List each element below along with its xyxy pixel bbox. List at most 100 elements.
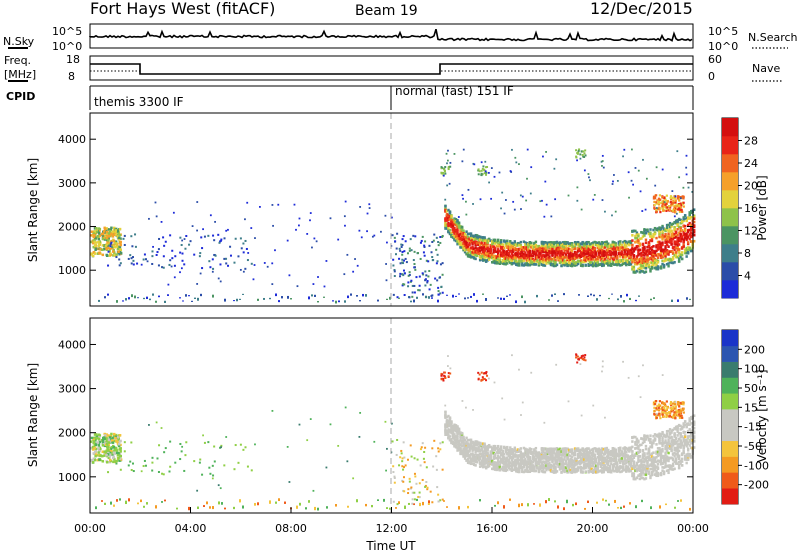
echo-cell: [617, 248, 621, 252]
echo-cell: [506, 258, 509, 262]
echo-cell: [540, 250, 544, 253]
echo-cell: [110, 226, 113, 230]
freq-panel: Freq. [MHz] 18 8 60 0 Nave: [4, 53, 782, 83]
echo-cell: [451, 218, 455, 222]
echo-cell: [373, 440, 376, 443]
echo-cell: [680, 499, 682, 502]
echo-cell: [463, 244, 467, 247]
echo-cell: [501, 457, 504, 461]
noise-left-label: N.Sky: [3, 35, 35, 48]
echo-cell: [225, 436, 228, 438]
echo-cell: [616, 246, 619, 249]
echo-cell: [515, 460, 518, 463]
echo-cell: [608, 251, 611, 254]
echo-cell: [274, 249, 276, 252]
echo-cell: [99, 454, 102, 458]
echo-cell: [465, 246, 468, 249]
echo-cell: [587, 240, 590, 244]
echo-cell: [453, 218, 456, 222]
echo-cell: [631, 233, 634, 237]
echo-cell: [114, 230, 117, 234]
echo-cell: [608, 245, 611, 249]
echo-cell: [515, 263, 518, 267]
echo-cell: [671, 252, 675, 255]
echo-cell: [500, 207, 502, 210]
echo-cell: [227, 264, 230, 267]
echo-cell: [398, 297, 400, 299]
echo-cell: [111, 456, 115, 460]
echo-cell: [638, 266, 642, 270]
echo-cell: [212, 294, 214, 298]
echo-cell: [114, 233, 118, 236]
echo-cell: [444, 217, 447, 220]
echo-cell: [421, 272, 424, 275]
colorbar-tick-label: 4: [744, 270, 751, 283]
echo-cell: [631, 268, 634, 271]
echo-cell: [101, 248, 104, 252]
echo-cell: [152, 293, 154, 296]
echo-cell: [623, 255, 627, 259]
echo-cell: [417, 252, 420, 255]
echo-cell: [587, 247, 590, 250]
echo-cell: [447, 218, 450, 222]
echo-cell: [481, 450, 485, 453]
echo-cell: [451, 424, 455, 428]
echo-cell: [504, 466, 507, 470]
echo-cell: [90, 230, 94, 233]
echo-cell: [424, 270, 427, 273]
echo-cell: [617, 241, 621, 245]
echo-cell: [521, 254, 524, 258]
echo-cell: [545, 203, 548, 206]
echo-cell: [119, 468, 122, 471]
colorbar-tick-label: 24: [744, 157, 758, 170]
echo-cell: [447, 167, 450, 170]
echo-cell: [402, 441, 405, 444]
echo-cell: [593, 255, 596, 259]
echo-cell: [132, 470, 135, 473]
echo-cell: [616, 262, 619, 265]
echo-cell: [489, 450, 492, 453]
echo-cell: [108, 249, 111, 253]
echo-cell: [444, 410, 447, 414]
echo-cell: [665, 226, 669, 230]
echo-cell: [587, 259, 590, 263]
echo-cell: [104, 229, 108, 233]
echo-cell: [306, 233, 309, 235]
echo-cell: [116, 441, 120, 444]
echo-cell: [655, 194, 658, 197]
echo-cell: [498, 244, 501, 248]
echo-cell: [503, 212, 506, 215]
echo-cell: [685, 237, 688, 240]
echo-cell: [471, 445, 474, 448]
echo-cell: [459, 229, 462, 232]
echo-cell: [115, 459, 118, 463]
echo-cell: [486, 165, 489, 168]
echo-cell: [107, 443, 110, 447]
echo-cell: [674, 251, 678, 254]
echo-cell: [558, 253, 562, 257]
echo-cell: [407, 502, 410, 505]
echo-cell: [108, 229, 112, 233]
echo-cell: [472, 441, 476, 445]
echo-cell: [682, 217, 685, 221]
echo-cell: [644, 250, 648, 254]
echo-cell: [484, 458, 488, 461]
echo-cell: [398, 247, 401, 250]
echo-cell: [564, 247, 568, 251]
echo-cell: [533, 252, 536, 255]
echo-cell: [656, 266, 660, 269]
echo-cell: [113, 241, 116, 245]
echo-cell: [590, 263, 593, 267]
echo-cell: [526, 177, 528, 180]
echo-cell: [583, 155, 586, 158]
echo-cell: [162, 266, 165, 269]
echo-cell: [183, 238, 186, 240]
echo-cell: [655, 259, 658, 263]
echo-cell: [507, 252, 510, 255]
echo-cell: [346, 253, 349, 256]
echo-cell: [591, 244, 595, 248]
echo-cell: [312, 283, 315, 285]
echo-cell: [575, 261, 578, 264]
echo-cell: [477, 458, 480, 462]
echo-cell: [253, 264, 256, 266]
